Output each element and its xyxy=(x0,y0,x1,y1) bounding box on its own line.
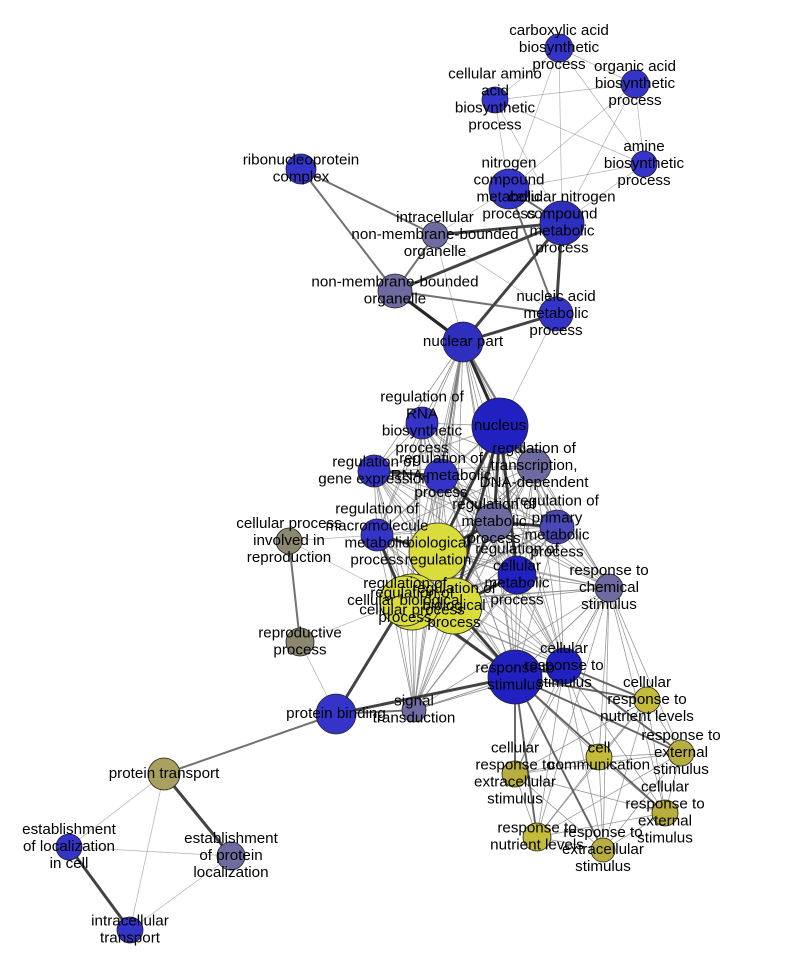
svg-text:primary: primary xyxy=(532,510,583,527)
svg-text:regulation of: regulation of xyxy=(492,440,576,457)
svg-text:cellular: cellular xyxy=(493,558,541,575)
svg-text:macromolecule: macromolecule xyxy=(326,518,429,535)
svg-text:response to: response to xyxy=(475,757,554,774)
svg-text:complex: complex xyxy=(273,169,330,186)
svg-text:metabolic: metabolic xyxy=(345,535,410,552)
svg-text:involved in: involved in xyxy=(253,532,325,549)
svg-text:stimulus: stimulus xyxy=(536,674,592,691)
svg-text:intracellular: intracellular xyxy=(91,913,169,930)
svg-text:regulation of: regulation of xyxy=(475,541,559,558)
svg-text:stimulus: stimulus xyxy=(581,596,637,613)
svg-text:nutrient levels: nutrient levels xyxy=(600,708,694,725)
svg-text:stimulus: stimulus xyxy=(487,677,543,694)
svg-text:localization: localization xyxy=(193,864,268,881)
svg-text:metabolic: metabolic xyxy=(530,223,595,240)
svg-text:cellular: cellular xyxy=(641,779,689,796)
svg-text:organic acid: organic acid xyxy=(594,58,676,75)
svg-text:transcription,: transcription, xyxy=(491,457,578,474)
svg-text:reproduction: reproduction xyxy=(247,549,331,566)
svg-text:extracellular: extracellular xyxy=(474,774,556,791)
svg-text:external: external xyxy=(638,813,692,830)
svg-text:cellular: cellular xyxy=(623,674,671,691)
svg-text:protein binding: protein binding xyxy=(286,705,386,722)
svg-text:cellular nitrogen: cellular nitrogen xyxy=(508,189,615,206)
svg-text:process: process xyxy=(378,609,432,626)
svg-text:of protein: of protein xyxy=(199,847,262,864)
svg-text:stimulus: stimulus xyxy=(575,858,631,875)
svg-text:regulation of: regulation of xyxy=(363,575,447,592)
svg-text:biosynthetic: biosynthetic xyxy=(519,39,600,56)
svg-text:of localization: of localization xyxy=(23,838,115,855)
svg-text:nucleic acid: nucleic acid xyxy=(516,288,595,305)
svg-text:RNA metabolic: RNA metabolic xyxy=(391,467,492,484)
svg-text:communication: communication xyxy=(548,757,650,774)
svg-text:regulation: regulation xyxy=(405,552,472,569)
svg-text:regulation of: regulation of xyxy=(399,450,483,467)
svg-text:reproductive: reproductive xyxy=(258,625,342,642)
svg-text:nucleus: nucleus xyxy=(474,417,527,434)
svg-text:process: process xyxy=(350,552,404,569)
svg-text:nitrogen: nitrogen xyxy=(482,155,537,172)
svg-text:protein transport: protein transport xyxy=(109,765,220,782)
svg-text:regulation of: regulation of xyxy=(335,501,419,518)
svg-text:biosynthetic: biosynthetic xyxy=(595,75,676,92)
svg-text:amine: amine xyxy=(623,138,664,155)
svg-text:biosynthetic: biosynthetic xyxy=(382,423,463,440)
svg-text:chemical: chemical xyxy=(579,579,639,596)
svg-text:non-membrane-bounded: non-membrane-bounded xyxy=(311,274,478,291)
svg-text:compound: compound xyxy=(474,172,545,189)
svg-text:process: process xyxy=(490,592,544,609)
svg-text:acid: acid xyxy=(481,83,509,100)
svg-text:regulation of: regulation of xyxy=(515,493,599,510)
svg-text:intracellular: intracellular xyxy=(396,209,474,226)
svg-text:stimulus: stimulus xyxy=(487,791,543,808)
svg-text:process: process xyxy=(529,322,583,339)
svg-text:response to: response to xyxy=(569,562,648,579)
svg-text:organelle: organelle xyxy=(364,291,427,308)
svg-text:biosynthetic: biosynthetic xyxy=(604,155,685,172)
svg-text:establishment: establishment xyxy=(22,821,116,838)
svg-text:ribonucleoprotein: ribonucleoprotein xyxy=(243,152,360,169)
svg-text:process: process xyxy=(617,172,671,189)
svg-text:response to: response to xyxy=(607,691,686,708)
svg-text:biosynthetic: biosynthetic xyxy=(455,100,536,117)
svg-text:external: external xyxy=(654,744,708,761)
svg-text:DNA-dependent: DNA-dependent xyxy=(480,474,590,491)
svg-text:extracellular: extracellular xyxy=(562,841,644,858)
svg-text:metabolic: metabolic xyxy=(462,513,527,530)
svg-text:non-membrane-bounded: non-membrane-bounded xyxy=(351,226,518,243)
svg-text:cellular: cellular xyxy=(491,740,539,757)
svg-text:response to: response to xyxy=(641,727,720,744)
svg-text:establishment: establishment xyxy=(184,830,278,847)
svg-text:response to: response to xyxy=(625,796,704,813)
svg-text:organelle: organelle xyxy=(404,243,467,260)
svg-text:cellular biological: cellular biological xyxy=(347,592,463,609)
svg-text:signal: signal xyxy=(394,693,434,710)
svg-text:carboxylic acid: carboxylic acid xyxy=(509,22,609,39)
svg-text:response to: response to xyxy=(563,824,642,841)
svg-text:cell: cell xyxy=(588,740,611,757)
svg-text:response to: response to xyxy=(524,657,603,674)
svg-text:process: process xyxy=(608,92,662,109)
svg-text:transport: transport xyxy=(100,930,161,947)
svg-text:metabolic: metabolic xyxy=(524,305,589,322)
svg-text:process: process xyxy=(535,240,589,257)
svg-text:biological: biological xyxy=(406,535,469,552)
svg-text:process: process xyxy=(468,117,522,134)
svg-text:process: process xyxy=(273,642,327,659)
svg-text:stimulus: stimulus xyxy=(637,830,693,847)
svg-text:cellular: cellular xyxy=(540,640,588,657)
svg-text:stimulus: stimulus xyxy=(653,761,709,778)
svg-text:compound: compound xyxy=(527,206,598,223)
svg-text:RNA: RNA xyxy=(406,406,439,423)
svg-text:nuclear part: nuclear part xyxy=(423,333,504,350)
svg-text:in cell: in cell xyxy=(50,855,89,872)
svg-text:cellular amino: cellular amino xyxy=(448,66,542,83)
svg-text:regulation of: regulation of xyxy=(380,389,464,406)
